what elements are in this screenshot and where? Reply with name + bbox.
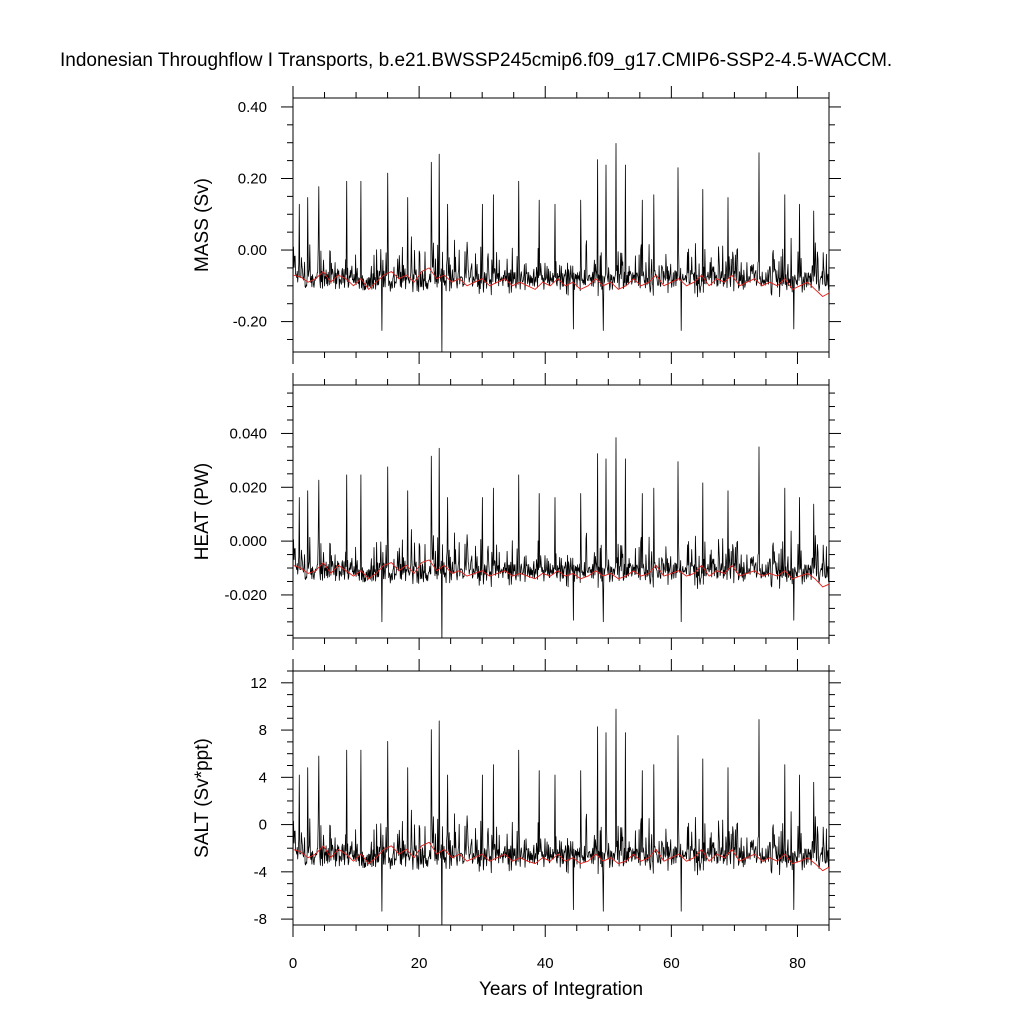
y-tick-label: -8 [254,911,267,928]
y-tick-label: 0.000 [229,533,267,550]
y-tick-label: -4 [254,864,267,881]
y-tick-label: -0.020 [224,587,267,604]
smoothed-series-line [293,267,829,297]
y-tick-label: 0.040 [229,425,267,442]
monthly-series-line [293,708,829,925]
x-tick-label: 20 [411,955,428,972]
plot-frame [292,384,830,639]
y-tick-label: 0.020 [229,479,267,496]
x-tick-label: 0 [289,955,297,972]
y-tick-label: 8 [259,722,267,739]
y-tick-label: 0.00 [238,242,267,259]
plot-frame [292,97,830,353]
y-tick-label: 0.40 [238,99,267,116]
panel-1: 0.40 0.20 0.00 -0.20 MASS (Sv) [192,86,841,364]
smoothed-series-line [293,841,829,872]
x-tick-label: 60 [663,955,680,972]
x-axis-label: Years of Integration [479,979,643,1000]
chart-panels: 0.40 0.20 0.00 -0.20 MASS (Sv) 0.040 0.020 0.00… [192,86,841,972]
monthly-series-line [293,437,829,638]
y-tick-label: 0 [259,817,267,834]
smoothed-series-line [293,559,829,588]
y-tick-label: 0.20 [238,170,267,187]
y-tick-label: -0.20 [233,314,267,331]
y-tick-label: 12 [250,675,267,692]
chart-title: Indonesian Throughflow I Transports, b.e… [60,50,892,71]
monthly-series-line [293,143,829,352]
panel-2: 0.040 0.020 0.000 -0.020 HEAT (PW) [192,373,841,650]
y-axis-label: HEAT (PW) [192,463,213,560]
panel-3: 12 8 4 0 -4 -8 SALT (Sv*ppt) [192,659,841,937]
y-tick-label: 4 [259,769,267,786]
y-axis-label: MASS (Sv) [192,178,213,272]
y-axis-label: SALT (Sv*ppt) [192,738,213,858]
x-tick-label: 40 [537,955,554,972]
x-tick-label: 80 [789,955,806,972]
plot-frame [292,670,830,926]
